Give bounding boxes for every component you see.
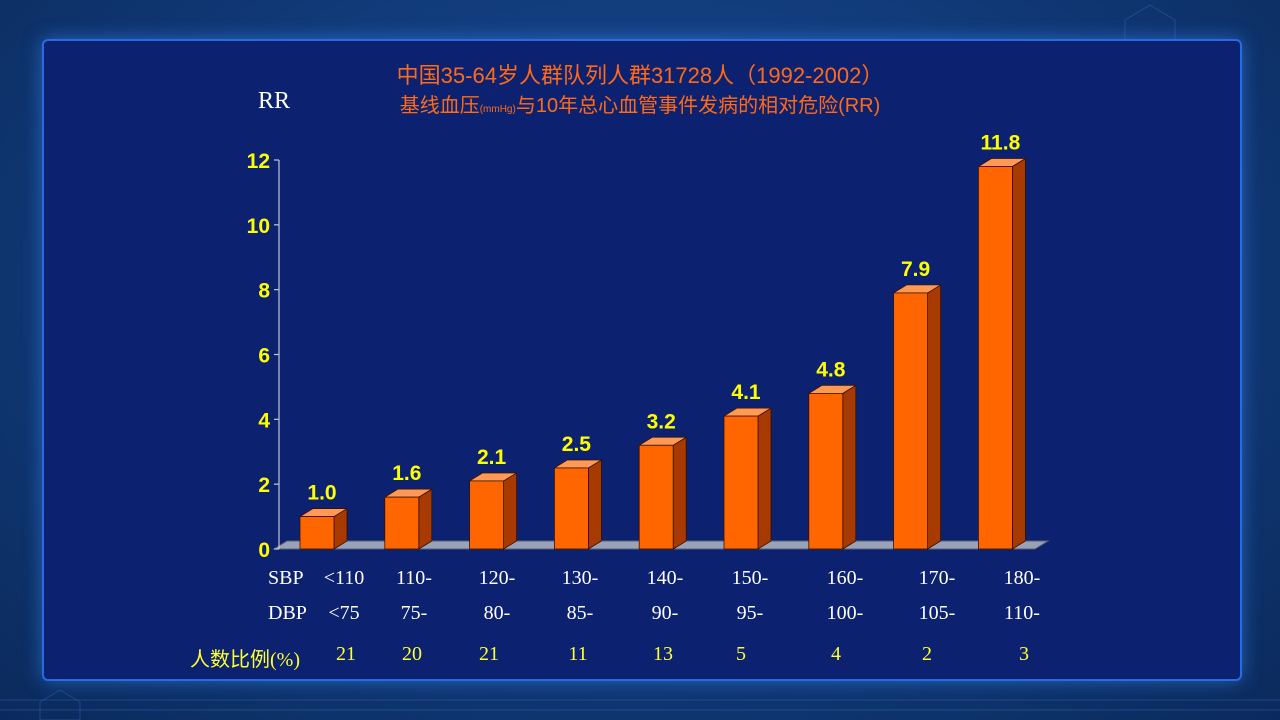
subtitle-main: 基线血压	[399, 95, 480, 117]
bar-value-label: 1.0	[307, 482, 336, 505]
percent-value: 3	[1019, 643, 1029, 665]
percent-value: 21	[479, 643, 499, 665]
sbp-value: 110-	[396, 567, 432, 589]
bar	[384, 496, 420, 550]
y-axis-label: RR	[258, 88, 291, 114]
sbp-value: 180-	[1003, 567, 1041, 589]
bar-side	[757, 407, 772, 550]
dbp-value: 80-	[483, 602, 511, 624]
bar	[469, 480, 505, 550]
bar	[638, 444, 674, 550]
bar-value-label: 1.6	[392, 462, 421, 485]
percent-value: 20	[402, 643, 422, 665]
bar	[299, 516, 335, 550]
sbp-row-label: SBP	[268, 567, 304, 589]
percent-value: 2	[922, 643, 932, 665]
percent-value: 5	[736, 643, 746, 665]
y-tick-label: 10	[247, 215, 270, 238]
y-tick-label: 8	[258, 280, 270, 303]
dbp-value: 90-	[651, 602, 679, 624]
dbp-value: 100-	[826, 602, 864, 624]
bar	[978, 166, 1013, 550]
sbp-value: 140-	[646, 567, 684, 589]
bar-value-label: 11.8	[981, 131, 1021, 154]
dbp-row-label: DBP	[268, 602, 307, 624]
chart-title: 中国35-64岁人群队列人群31728人（1992-2002）	[396, 63, 884, 88]
dbp-value: 95-	[736, 602, 764, 624]
bar	[893, 292, 928, 550]
sbp-value: 120-	[478, 567, 516, 589]
bar-value-label: 7.9	[901, 258, 930, 281]
bar-side	[1012, 157, 1026, 550]
sbp-value: <110	[323, 567, 365, 589]
percent-value: 21	[336, 643, 356, 665]
chart-subtitle: 基线血压(mmHg)与10年总心血管事件发病的相对危险(RR)	[0, 89, 1280, 118]
sbp-value: 150-	[731, 567, 769, 589]
sbp-value: 160-	[826, 567, 864, 589]
bar-side	[927, 284, 941, 550]
bar	[808, 392, 844, 550]
y-tick-label: 12	[247, 150, 270, 173]
dbp-value: 85-	[566, 602, 594, 624]
bar-value-label: 2.1	[477, 446, 507, 469]
sbp-value: 170-	[918, 567, 956, 589]
bar	[723, 415, 759, 550]
y-tick-label: 0	[258, 539, 270, 562]
percent-value: 11	[568, 643, 588, 665]
bar-side	[588, 459, 602, 550]
sbp-value: 130-	[561, 567, 599, 589]
bar-side	[672, 436, 687, 550]
y-tick-label: 6	[258, 345, 270, 368]
percent-value: 13	[653, 643, 673, 665]
bar-side	[503, 472, 517, 550]
bar-side	[842, 384, 857, 550]
subtitle-rest: 与10年总心血管事件发病的相对危险(RR)	[515, 95, 881, 117]
chart-panel	[42, 39, 1242, 681]
percent-row-label: 人数比例(%)	[190, 649, 300, 671]
bar-value-label: 2.5	[562, 433, 592, 456]
bar-value-label: 4.8	[816, 358, 846, 381]
y-tick-label: 2	[258, 474, 270, 497]
bar	[554, 467, 589, 550]
bar-side	[418, 488, 433, 550]
percent-value: 4	[831, 643, 841, 665]
bar-value-label: 4.1	[731, 381, 761, 404]
bar-value-label: 3.2	[647, 410, 676, 433]
y-tick-label: 4	[258, 409, 270, 432]
dbp-value: 75-	[400, 602, 428, 624]
dbp-value: 110-	[1004, 602, 1040, 624]
dbp-value: <75	[328, 602, 360, 624]
subtitle-unit: (mmHg)	[479, 104, 516, 115]
dbp-value: 105-	[918, 602, 956, 624]
